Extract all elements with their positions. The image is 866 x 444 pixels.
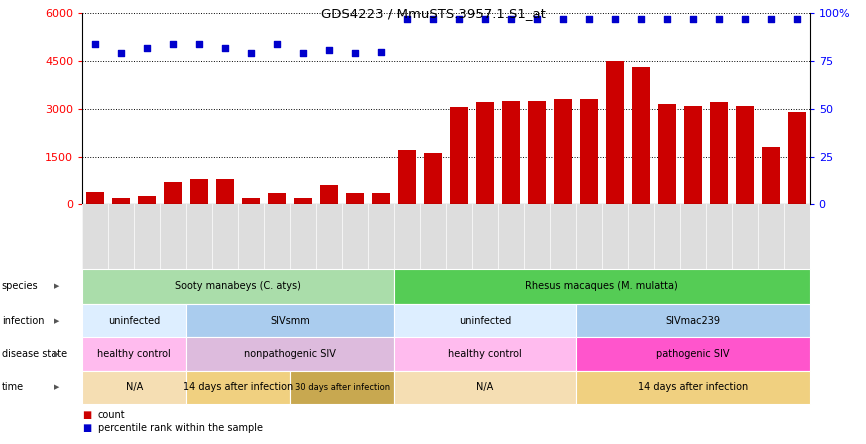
Bar — [710, 103, 727, 204]
Bar — [242, 198, 260, 204]
Point — [634, 16, 648, 23]
Text: uninfected: uninfected — [108, 316, 160, 326]
Point — [322, 46, 336, 53]
Bar — [476, 103, 494, 204]
Text: N/A: N/A — [476, 382, 494, 392]
Bar — [268, 193, 286, 204]
Bar — [398, 150, 416, 204]
Bar — [190, 179, 208, 204]
Bar — [86, 191, 104, 204]
Text: ▶: ▶ — [54, 318, 59, 324]
Bar — [294, 198, 312, 204]
Text: pathogenic SIV: pathogenic SIV — [656, 349, 729, 359]
Point — [400, 16, 414, 23]
Bar — [138, 196, 156, 204]
Text: ▶: ▶ — [54, 385, 59, 390]
Text: 30 days after infection: 30 days after infection — [294, 383, 390, 392]
Bar — [112, 198, 130, 204]
Text: SIVsmm: SIVsmm — [270, 316, 310, 326]
Text: SIVmac239: SIVmac239 — [665, 316, 721, 326]
Point — [348, 50, 362, 57]
Bar — [580, 99, 598, 204]
Point — [244, 50, 258, 57]
Bar — [502, 101, 520, 204]
Text: healthy control: healthy control — [448, 349, 522, 359]
Point — [504, 16, 518, 23]
Text: ■: ■ — [82, 424, 92, 433]
Point — [114, 50, 128, 57]
Bar — [164, 182, 182, 204]
Bar — [346, 193, 364, 204]
Point — [426, 16, 440, 23]
Bar — [735, 106, 753, 204]
Point — [608, 16, 622, 23]
Text: disease state: disease state — [2, 349, 67, 359]
Point — [374, 48, 388, 55]
Text: nonpathogenic SIV: nonpathogenic SIV — [244, 349, 336, 359]
Point — [764, 16, 778, 23]
Point — [88, 40, 102, 48]
Bar — [762, 147, 779, 204]
Point — [582, 16, 596, 23]
Text: uninfected: uninfected — [459, 316, 511, 326]
Point — [556, 16, 570, 23]
Text: percentile rank within the sample: percentile rank within the sample — [98, 424, 263, 433]
Bar — [216, 179, 234, 204]
Text: count: count — [98, 410, 126, 420]
Text: GDS4223 / MmuSTS.3957.1.S1_at: GDS4223 / MmuSTS.3957.1.S1_at — [320, 7, 546, 20]
Point — [660, 16, 674, 23]
Text: ▶: ▶ — [54, 283, 59, 289]
Bar — [450, 107, 468, 204]
Point — [270, 40, 284, 48]
Point — [686, 16, 700, 23]
Point — [738, 16, 752, 23]
Text: Sooty manabeys (C. atys): Sooty manabeys (C. atys) — [175, 281, 301, 291]
Point — [478, 16, 492, 23]
Text: ▶: ▶ — [54, 351, 59, 357]
Text: time: time — [2, 382, 24, 392]
Text: ■: ■ — [82, 410, 92, 420]
Point — [218, 44, 232, 51]
Bar — [658, 104, 675, 204]
Bar — [424, 153, 442, 204]
Text: 14 days after infection: 14 days after infection — [183, 382, 294, 392]
Point — [530, 16, 544, 23]
Bar — [605, 61, 624, 204]
Bar — [554, 99, 572, 204]
Point — [712, 16, 726, 23]
Bar — [372, 193, 390, 204]
Point — [790, 16, 804, 23]
Bar — [631, 67, 650, 204]
Point — [192, 40, 206, 48]
Point — [140, 44, 154, 51]
Bar — [528, 101, 546, 204]
Point — [166, 40, 180, 48]
Point — [452, 16, 466, 23]
Text: infection: infection — [2, 316, 44, 326]
Bar — [320, 185, 338, 204]
Text: Rhesus macaques (M. mulatta): Rhesus macaques (M. mulatta) — [526, 281, 678, 291]
Text: species: species — [2, 281, 38, 291]
Bar — [788, 112, 805, 204]
Text: healthy control: healthy control — [97, 349, 171, 359]
Point — [296, 50, 310, 57]
Text: 14 days after infection: 14 days after infection — [637, 382, 748, 392]
Text: N/A: N/A — [126, 382, 143, 392]
Bar — [684, 106, 701, 204]
